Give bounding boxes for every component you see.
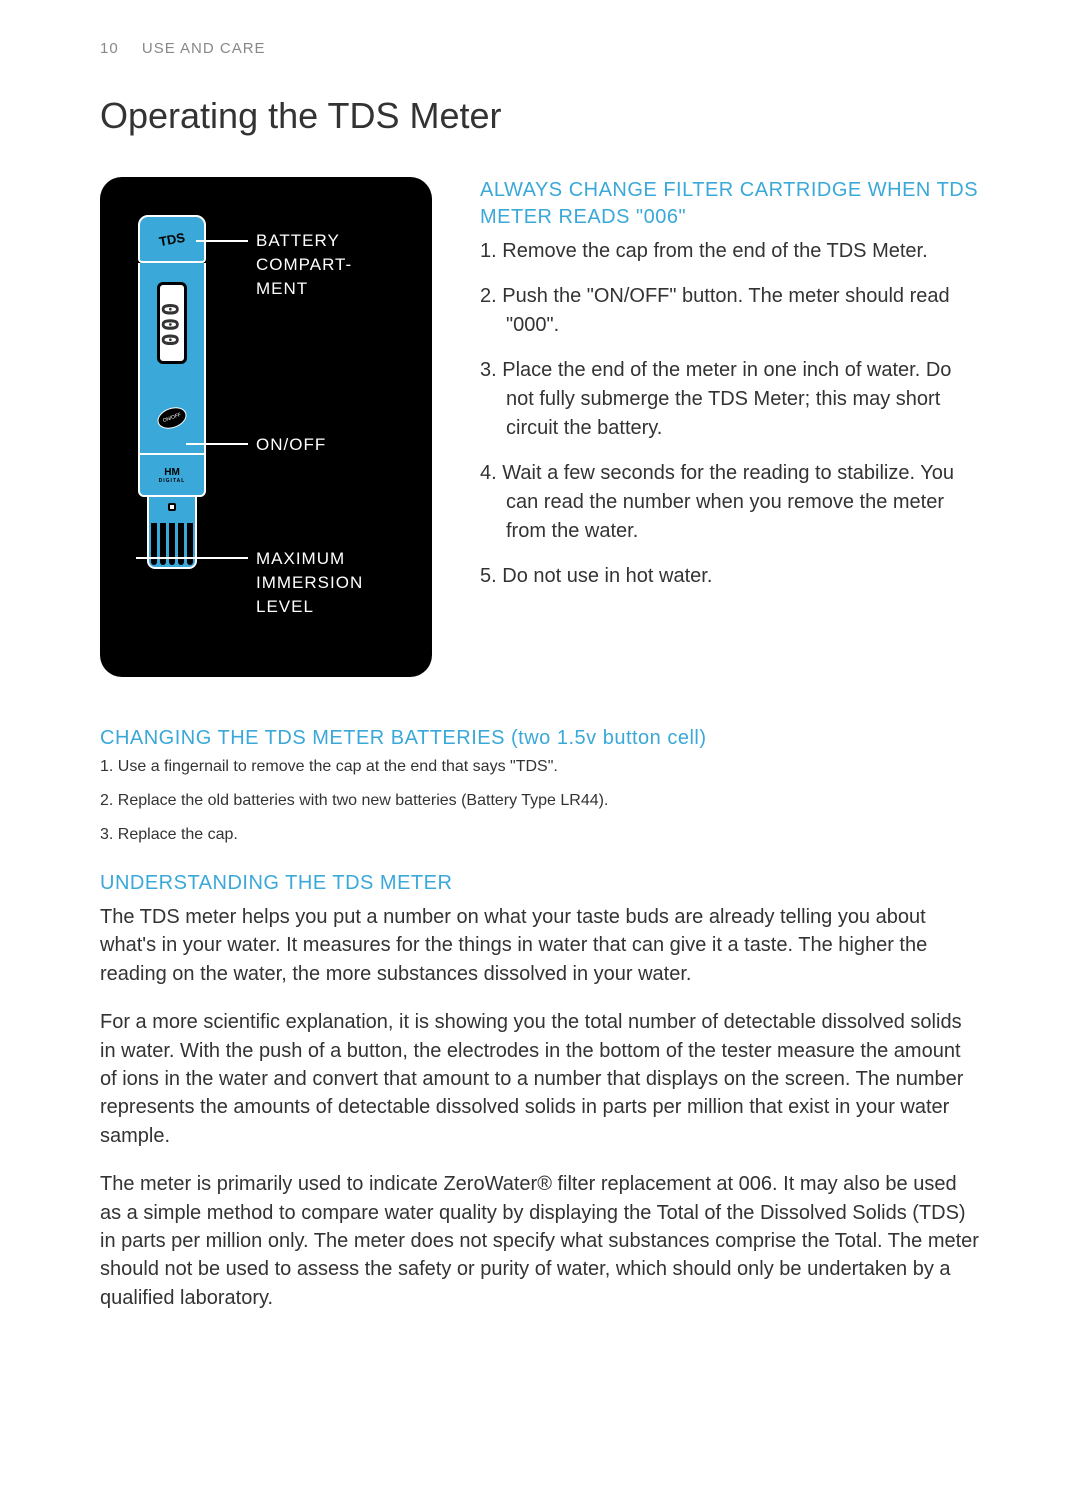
list-item: Push the "ON/OFF" button. The meter shou… xyxy=(480,282,980,340)
brand-subtext: DIGITAL xyxy=(159,478,186,484)
list-item: Place the end of the meter in one inch o… xyxy=(480,356,980,443)
tds-meter-diagram: TDS 000 ON/OFF HM DIGITAL xyxy=(100,177,432,677)
top-row: TDS 000 ON/OFF HM DIGITAL xyxy=(100,177,980,677)
batteries-steps-list: Use a fingernail to remove the cap at th… xyxy=(100,758,980,844)
understanding-section: UNDERSTANDING THE TDS METER The TDS mete… xyxy=(100,870,980,1312)
page-section: USE AND CARE xyxy=(142,40,266,57)
body-paragraph: The meter is primarily used to indicate … xyxy=(100,1170,980,1312)
meter-brand: HM DIGITAL xyxy=(138,453,206,497)
lcd-reading: 000 xyxy=(160,300,185,346)
list-item: Use a fingernail to remove the cap at th… xyxy=(100,758,980,776)
meter-body-upper: 000 xyxy=(138,263,206,383)
meter-lcd: 000 xyxy=(157,282,187,364)
body-paragraph: The TDS meter helps you put a number on … xyxy=(100,903,980,988)
body-paragraph: For a more scientific explanation, it is… xyxy=(100,1008,980,1150)
page-header: 10 USE AND CARE xyxy=(100,40,980,57)
list-item: Replace the cap. xyxy=(100,826,980,844)
filter-instructions: ALWAYS CHANGE FILTER CARTRIDGE WHEN TDS … xyxy=(480,177,980,677)
list-item: Wait a few seconds for the reading to st… xyxy=(480,459,980,546)
label-immersion: MAXIMUMIMMERSIONLEVEL xyxy=(256,547,363,618)
onoff-button-icon: ON/OFF xyxy=(154,403,189,432)
label-battery: BATTERYCOMPART-MENT xyxy=(256,229,352,300)
callout-line xyxy=(186,443,248,445)
brand-text: HM xyxy=(164,467,180,478)
page-number: 10 xyxy=(100,40,119,57)
list-item: Do not use in hot water. xyxy=(480,562,980,591)
batteries-heading: CHANGING THE TDS METER BATTERIES (two 1.… xyxy=(100,725,980,752)
cap-label: TDS xyxy=(158,229,186,248)
filter-heading: ALWAYS CHANGE FILTER CARTRIDGE WHEN TDS … xyxy=(480,177,980,231)
batteries-section: CHANGING THE TDS METER BATTERIES (two 1.… xyxy=(100,725,980,844)
list-item: Remove the cap from the end of the TDS M… xyxy=(480,237,980,266)
tds-meter-illustration: TDS 000 ON/OFF HM DIGITAL xyxy=(138,215,206,569)
probe-indicator-icon xyxy=(168,503,176,511)
callout-line xyxy=(196,240,248,242)
main-title: Operating the TDS Meter xyxy=(100,95,980,137)
callout-line xyxy=(136,557,248,559)
list-item: Replace the old batteries with two new b… xyxy=(100,792,980,810)
filter-steps-list: Remove the cap from the end of the TDS M… xyxy=(480,237,980,591)
meter-cap: TDS xyxy=(138,215,206,263)
understanding-heading: UNDERSTANDING THE TDS METER xyxy=(100,870,980,897)
label-onoff: ON/OFF xyxy=(256,433,326,457)
